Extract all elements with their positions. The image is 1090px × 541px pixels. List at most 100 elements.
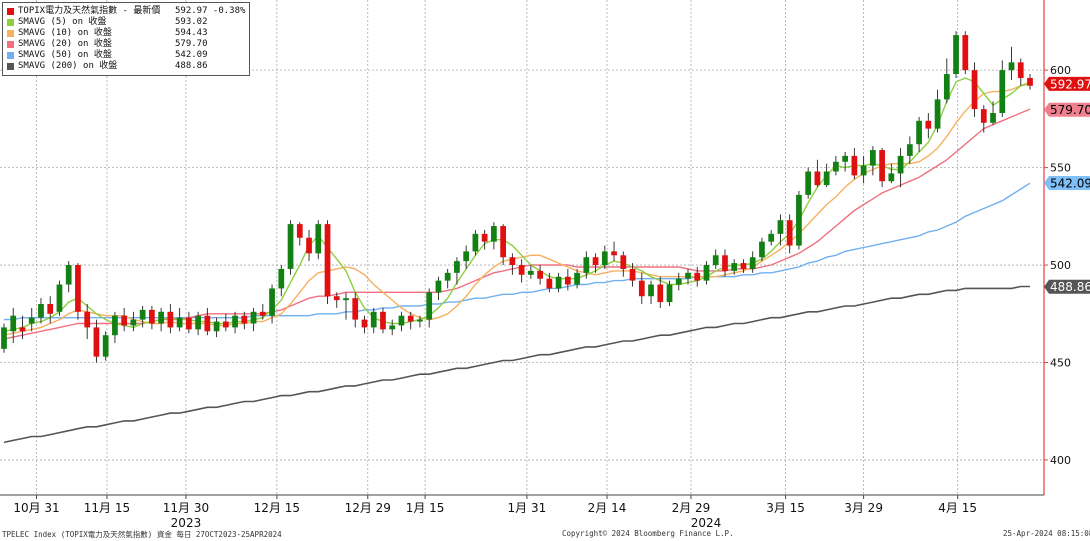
x-tick-label: 3月 29 bbox=[844, 501, 883, 515]
candle-body bbox=[472, 233, 479, 252]
tag-value: 592.97 bbox=[1050, 77, 1090, 91]
candle bbox=[740, 259, 747, 273]
candle-body bbox=[620, 255, 627, 269]
x-tick-label: 10月 31 bbox=[13, 501, 59, 515]
candle bbox=[823, 163, 830, 188]
sma5-line bbox=[3, 77, 1031, 332]
candle bbox=[546, 272, 553, 293]
candle bbox=[380, 307, 386, 334]
y-tick-label: 450 bbox=[1050, 356, 1071, 369]
candle bbox=[167, 304, 174, 334]
candle-body bbox=[463, 251, 470, 262]
candle-body bbox=[121, 315, 128, 326]
candle-body bbox=[851, 155, 858, 176]
tag-value: 579.70 bbox=[1050, 103, 1090, 117]
candle bbox=[19, 315, 26, 340]
tag-background bbox=[1049, 279, 1090, 294]
legend-swatch bbox=[7, 52, 14, 59]
candle-body bbox=[823, 171, 830, 186]
candle-body bbox=[167, 311, 174, 328]
candle bbox=[102, 331, 109, 361]
legend-swatch bbox=[7, 30, 14, 37]
candle bbox=[398, 311, 405, 332]
candle bbox=[463, 245, 470, 269]
candle-body bbox=[343, 298, 349, 301]
legend-swatch bbox=[7, 19, 14, 26]
candle-body bbox=[112, 315, 118, 336]
candle bbox=[241, 311, 248, 330]
candle bbox=[620, 251, 627, 277]
tag-value: 542.09 bbox=[1050, 177, 1090, 191]
candle bbox=[943, 58, 950, 104]
candle bbox=[259, 304, 266, 320]
candle-body bbox=[19, 327, 26, 332]
candle bbox=[93, 319, 100, 363]
candle-body bbox=[75, 265, 81, 312]
tag-background bbox=[1049, 176, 1090, 191]
candle-body bbox=[768, 233, 775, 242]
candle bbox=[435, 276, 442, 301]
candle-body bbox=[879, 150, 885, 182]
candle-body bbox=[564, 276, 571, 285]
candle bbox=[204, 307, 211, 336]
candle-body bbox=[712, 255, 719, 266]
last-value-tag: 579.70 bbox=[1044, 102, 1090, 117]
candle bbox=[352, 292, 359, 328]
candle bbox=[601, 245, 608, 269]
candle bbox=[38, 298, 44, 324]
candle-body bbox=[897, 155, 904, 174]
candle bbox=[592, 253, 599, 273]
candle bbox=[213, 317, 220, 338]
candle bbox=[555, 272, 562, 293]
candle-body bbox=[685, 272, 691, 279]
candle-body bbox=[1, 327, 7, 349]
candle-body bbox=[491, 226, 497, 242]
legend-item-price: TOPIX電力及天然氣指數 - 最新價 592.97 -0.38% bbox=[7, 6, 247, 17]
candle-body bbox=[629, 268, 636, 281]
candle-body bbox=[204, 315, 211, 332]
candle-body bbox=[740, 263, 747, 269]
candle bbox=[250, 307, 257, 332]
candle bbox=[278, 265, 285, 297]
candle-body bbox=[1017, 62, 1024, 78]
x-tick-label: 2月 14 bbox=[588, 501, 627, 515]
candle-body bbox=[638, 280, 645, 297]
candle bbox=[500, 224, 507, 266]
candle-body bbox=[259, 311, 266, 316]
sma20-line bbox=[3, 108, 1031, 340]
candle-body bbox=[407, 315, 414, 322]
legend-item-sma10: SMAVG (10) on 收盤 594.43 bbox=[7, 28, 247, 39]
y-tick-label: 600 bbox=[1050, 64, 1071, 77]
candle bbox=[897, 148, 904, 188]
candle bbox=[851, 148, 858, 180]
x-tick-label: 1月 31 bbox=[508, 501, 547, 515]
candle-body bbox=[1027, 77, 1033, 86]
candle bbox=[370, 307, 377, 334]
legend-item-sma50: SMAVG (50) on 收盤 542.09 bbox=[7, 50, 247, 61]
candle bbox=[675, 272, 682, 291]
legend-label: SMAVG (10) on 收盤 bbox=[18, 28, 112, 38]
candle bbox=[934, 89, 941, 133]
candle bbox=[749, 251, 756, 273]
candle bbox=[925, 113, 932, 139]
candle bbox=[971, 62, 978, 117]
candle bbox=[315, 220, 322, 260]
candle-body bbox=[601, 251, 608, 266]
candle-body bbox=[139, 309, 146, 320]
x-year-label: 2023 bbox=[171, 516, 202, 530]
candle-body bbox=[749, 257, 756, 269]
candle bbox=[527, 265, 534, 279]
candle-body bbox=[962, 35, 969, 71]
candle-body bbox=[860, 165, 867, 176]
candle bbox=[130, 311, 137, 332]
candle bbox=[657, 276, 664, 308]
candle bbox=[149, 305, 155, 330]
x-tick-label: 2月 29 bbox=[672, 501, 711, 515]
candle-body bbox=[796, 194, 802, 246]
x-tick-label: 11月 15 bbox=[84, 501, 130, 515]
candle bbox=[491, 222, 497, 250]
candle bbox=[121, 307, 128, 332]
tag-pointer bbox=[1044, 102, 1049, 117]
candle-body bbox=[759, 241, 765, 258]
legend-swatch bbox=[7, 41, 14, 48]
